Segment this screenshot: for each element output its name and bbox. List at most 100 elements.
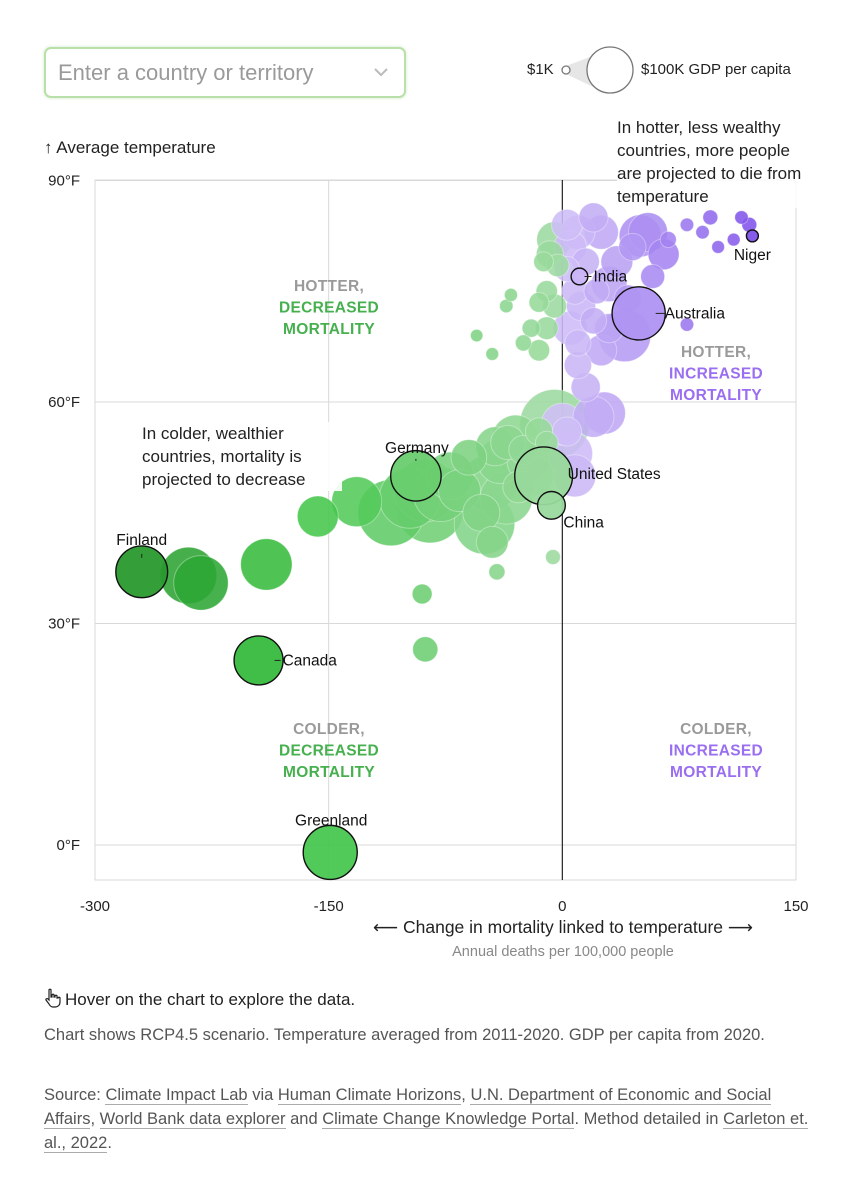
x-tick-label: 0 bbox=[558, 898, 566, 915]
quadrant-hotter-decreased-line: HOTTER, bbox=[294, 278, 364, 295]
label-united-states: United States bbox=[568, 466, 661, 483]
data-point bbox=[488, 563, 506, 581]
link-world-bank[interactable]: World Bank data explorer bbox=[99, 1110, 286, 1129]
label-greenland: Greenland bbox=[295, 812, 367, 829]
data-point bbox=[485, 347, 500, 361]
y-tick-label: 90°F bbox=[48, 173, 80, 190]
y-tick-label: 0°F bbox=[56, 837, 80, 854]
country-search-input[interactable] bbox=[58, 49, 358, 96]
hover-hint: Hover on the chart to explore the data. bbox=[44, 988, 355, 1010]
source-text-6: . bbox=[107, 1134, 112, 1152]
x-tick-label: -150 bbox=[314, 898, 344, 915]
data-point bbox=[450, 439, 488, 476]
size-legend-low-label: $1K bbox=[527, 61, 554, 78]
quadrant-hotter-decreased-line: DECREASED bbox=[279, 300, 379, 317]
x-axis-sublabel: Annual deaths per 100,000 people bbox=[452, 944, 674, 960]
data-point bbox=[528, 291, 550, 313]
annotation-cold: In colder, wealthier countries, mortalit… bbox=[142, 422, 342, 491]
data-point bbox=[411, 583, 433, 605]
data-point bbox=[659, 231, 677, 249]
link-climate-impact-lab[interactable]: Climate Impact Lab bbox=[105, 1086, 248, 1105]
link-human-climate-horizons[interactable]: Human Climate Horizons bbox=[277, 1086, 462, 1105]
label-india: India bbox=[593, 268, 627, 285]
data-point bbox=[640, 264, 666, 289]
point-germany bbox=[389, 449, 442, 502]
data-point bbox=[702, 209, 719, 226]
data-point bbox=[618, 232, 647, 262]
data-point bbox=[412, 636, 439, 663]
label-finland: Finland bbox=[116, 532, 167, 549]
quadrant-hotter-increased-line: MORTALITY bbox=[670, 387, 762, 404]
y-axis-label: ↑ Average temperature bbox=[44, 138, 216, 157]
source-text-3: , bbox=[90, 1110, 100, 1128]
x-tick-label: 150 bbox=[783, 898, 808, 915]
data-point bbox=[679, 217, 695, 233]
link-carleton-2022[interactable]: Carleton et. al., 2022 bbox=[44, 1110, 809, 1153]
link-climate-change-knowledge-portal[interactable]: Climate Change Knowledge Portal bbox=[322, 1110, 575, 1129]
x-tick-label: -300 bbox=[80, 898, 110, 915]
data-point bbox=[695, 224, 710, 240]
y-tick-label: 30°F bbox=[48, 616, 80, 633]
chevron-down-icon[interactable] bbox=[372, 63, 390, 81]
data-point bbox=[545, 549, 561, 565]
data-point bbox=[521, 318, 541, 338]
quadrant-colder-increased-line: INCREASED bbox=[669, 743, 763, 760]
source-prefix: Source: bbox=[44, 1086, 106, 1104]
size-legend-high-label: $100K GDP per capita bbox=[641, 61, 791, 78]
data-point bbox=[173, 555, 229, 611]
data-point bbox=[240, 538, 293, 591]
data-point bbox=[296, 495, 339, 538]
annotation-hot: In hotter, less wealthy countries, more … bbox=[617, 116, 817, 208]
data-point bbox=[734, 210, 749, 225]
hover-hint-text: Hover on the chart to explore the data. bbox=[65, 990, 356, 1009]
quadrant-colder-decreased-line: MORTALITY bbox=[283, 764, 375, 781]
quadrant-hotter-increased-line: INCREASED bbox=[669, 366, 763, 383]
point-australia bbox=[611, 286, 666, 341]
quadrant-hotter-decreased-line: MORTALITY bbox=[283, 321, 375, 338]
data-point bbox=[578, 202, 609, 233]
source-line: Source: Climate Impact Lab via Human Cli… bbox=[44, 1083, 814, 1155]
x-axis-label: ⟵ Change in mortality linked to temperat… bbox=[373, 917, 753, 937]
data-point bbox=[711, 240, 725, 254]
data-point bbox=[503, 287, 518, 302]
point-finland bbox=[115, 545, 169, 599]
data-point bbox=[726, 232, 741, 247]
source-text-5: . Method detailed in bbox=[574, 1110, 724, 1128]
point-niger bbox=[745, 229, 760, 243]
data-point bbox=[527, 339, 551, 362]
pointer-hand-icon bbox=[45, 988, 61, 1008]
chart-notes: Chart shows RCP4.5 scenario. Temperature… bbox=[44, 1026, 765, 1044]
source-text-2: , bbox=[461, 1086, 471, 1104]
point-canada bbox=[233, 635, 284, 686]
data-point bbox=[583, 278, 610, 305]
data-point bbox=[469, 328, 484, 343]
label-canada: Canada bbox=[283, 652, 338, 669]
data-point bbox=[533, 251, 555, 273]
country-search[interactable] bbox=[44, 47, 406, 98]
label-niger: Niger bbox=[734, 247, 771, 264]
data-point bbox=[551, 208, 583, 241]
mortality-temperature-scatter[interactable]: -300 -150 0 150 90°F 60°F 30°F 0°F HOTTER, DECRE… bbox=[0, 0, 852, 970]
point-greenland bbox=[302, 824, 358, 881]
data-point bbox=[564, 329, 592, 357]
link-un-desa[interactable]: U.N. Department of Economic and Social A… bbox=[44, 1086, 772, 1129]
data-point bbox=[462, 493, 501, 532]
data-point bbox=[475, 525, 509, 559]
quadrant-colder-increased-line: COLDER, bbox=[680, 721, 752, 738]
point-china bbox=[536, 490, 566, 520]
label-germany: Germany bbox=[385, 440, 449, 457]
size-legend-bubbles bbox=[561, 46, 634, 94]
gdp-size-legend: $1K $100K GDP per capita bbox=[520, 44, 820, 100]
quadrant-colder-decreased-line: DECREASED bbox=[279, 743, 379, 760]
data-point bbox=[514, 334, 532, 352]
y-tick-label: 60°F bbox=[48, 394, 80, 411]
data-point bbox=[679, 317, 695, 332]
quadrant-colder-decreased-line: COLDER, bbox=[293, 721, 365, 738]
source-text-4: and bbox=[285, 1110, 323, 1128]
quadrant-colder-increased-line: MORTALITY bbox=[670, 764, 762, 781]
data-point bbox=[579, 307, 608, 335]
source-text-1: via bbox=[247, 1086, 278, 1104]
label-australia: Australia bbox=[665, 305, 726, 322]
quadrant-hotter-increased-line: HOTTER, bbox=[681, 344, 751, 361]
label-china: China bbox=[563, 514, 604, 531]
